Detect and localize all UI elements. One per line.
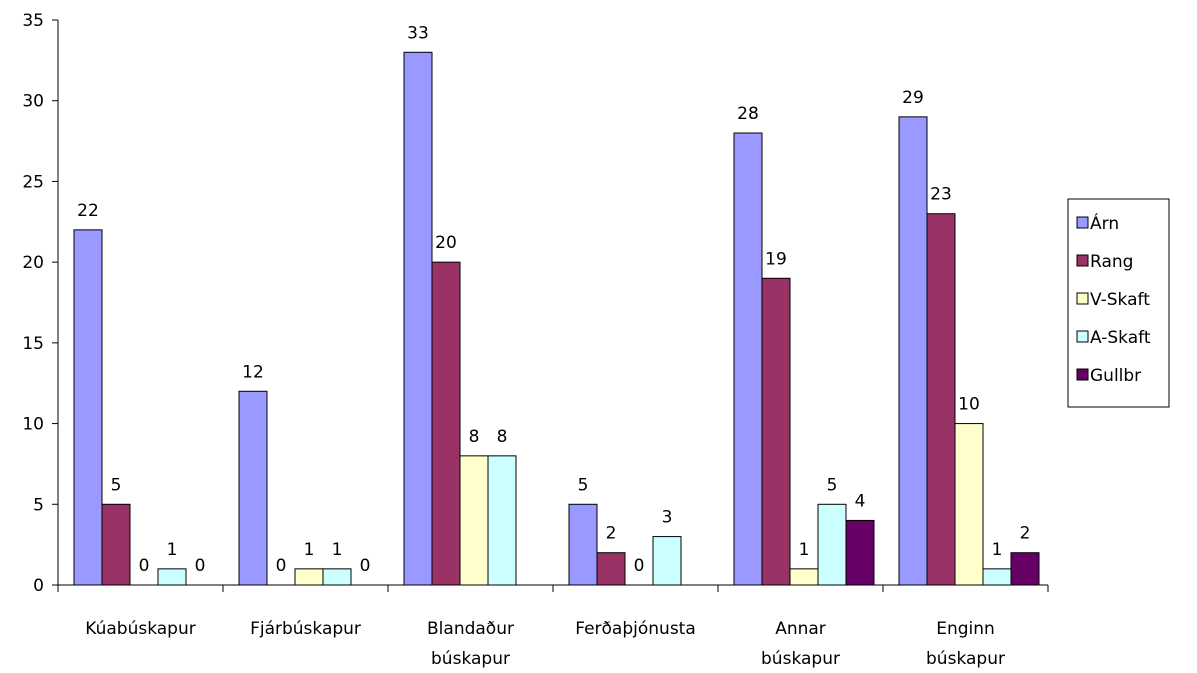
bar-a-skaft xyxy=(652,536,682,586)
y-tick-label: 10 xyxy=(22,415,44,435)
x-category-label: Ferðaþjónusta xyxy=(575,619,696,639)
data-label: 1 xyxy=(992,540,1003,560)
bar-v-skaft xyxy=(954,423,984,586)
data-label: 0 xyxy=(195,556,206,576)
bar-a-skaft xyxy=(157,568,187,586)
y-tick-label: 20 xyxy=(22,253,44,273)
data-label: 0 xyxy=(360,556,371,576)
y-tick-label: 0 xyxy=(33,576,44,596)
y-tick-label: 5 xyxy=(33,495,44,515)
bar--rn xyxy=(733,132,763,586)
data-label: 2 xyxy=(1020,524,1031,544)
bar-a-skaft xyxy=(487,455,517,586)
bar-rang xyxy=(761,277,791,586)
legend-swatch xyxy=(1076,330,1089,343)
x-category-label: búskapur xyxy=(926,649,1005,669)
data-label: 5 xyxy=(827,475,838,495)
y-tick-label: 15 xyxy=(22,334,44,354)
legend-swatch xyxy=(1076,292,1089,305)
data-label: 12 xyxy=(242,362,264,382)
legend-swatch xyxy=(1076,254,1089,267)
x-category-label: Blandaður xyxy=(427,619,514,639)
bar-a-skaft xyxy=(982,568,1012,586)
legend-label: V-Skaft xyxy=(1090,290,1150,310)
data-label: 0 xyxy=(276,556,287,576)
data-label: 5 xyxy=(578,475,589,495)
bar-v-skaft xyxy=(294,568,324,586)
bar-rang xyxy=(101,503,131,586)
legend-label: Rang xyxy=(1090,252,1133,272)
legend-swatch xyxy=(1076,216,1089,229)
legend-label: Gullbr xyxy=(1090,366,1141,386)
data-label: 10 xyxy=(958,395,980,415)
bar-a-skaft xyxy=(817,503,847,586)
bar--rn xyxy=(568,503,598,586)
bar-rang xyxy=(926,213,956,586)
bar-rang xyxy=(431,261,461,586)
data-label: 2 xyxy=(606,524,617,544)
data-label: 33 xyxy=(407,23,429,43)
data-label: 20 xyxy=(435,233,457,253)
x-category-label: Annar xyxy=(775,619,826,639)
legend-label: Árn xyxy=(1090,212,1119,234)
data-label: 0 xyxy=(634,556,645,576)
data-label: 4 xyxy=(855,491,866,511)
x-category-label: Fjárbúskapur xyxy=(250,619,361,639)
data-label: 8 xyxy=(497,427,508,447)
bar-v-skaft xyxy=(789,568,819,586)
bar-a-skaft xyxy=(322,568,352,586)
bar--rn xyxy=(898,116,928,586)
data-label: 1 xyxy=(304,540,315,560)
data-label: 22 xyxy=(77,201,99,221)
x-category-label: Enginn xyxy=(936,619,995,639)
legend-swatch xyxy=(1076,368,1089,381)
data-label: 1 xyxy=(799,540,810,560)
data-label: 5 xyxy=(111,475,122,495)
bar-rang xyxy=(596,552,626,586)
bar--rn xyxy=(238,390,268,586)
bar-gullbr xyxy=(1010,552,1040,586)
bar-gullbr xyxy=(845,519,875,586)
bar--rn xyxy=(73,229,103,586)
bar-v-skaft xyxy=(459,455,489,586)
x-category-label: búskapur xyxy=(431,649,510,669)
y-tick-label: 25 xyxy=(22,172,44,192)
data-label: 19 xyxy=(765,249,787,269)
data-label: 28 xyxy=(737,104,759,124)
legend: Árn Rang V-Skaft A-Skaft Gullbr xyxy=(1067,198,1170,408)
y-tick-label: 30 xyxy=(22,92,44,112)
data-label: 29 xyxy=(902,88,924,108)
x-category-label: búskapur xyxy=(761,649,840,669)
bars xyxy=(73,51,1040,586)
y-tick-label: 35 xyxy=(22,11,44,31)
x-category-label: Kúabúskapur xyxy=(85,619,195,639)
data-label: 23 xyxy=(930,185,952,205)
bar--rn xyxy=(403,51,433,586)
data-label: 1 xyxy=(332,540,343,560)
legend-label: A-Skaft xyxy=(1090,328,1151,348)
data-label: 8 xyxy=(469,427,480,447)
data-label: 0 xyxy=(139,556,150,576)
data-label: 3 xyxy=(662,508,673,528)
data-label: 1 xyxy=(167,540,178,560)
